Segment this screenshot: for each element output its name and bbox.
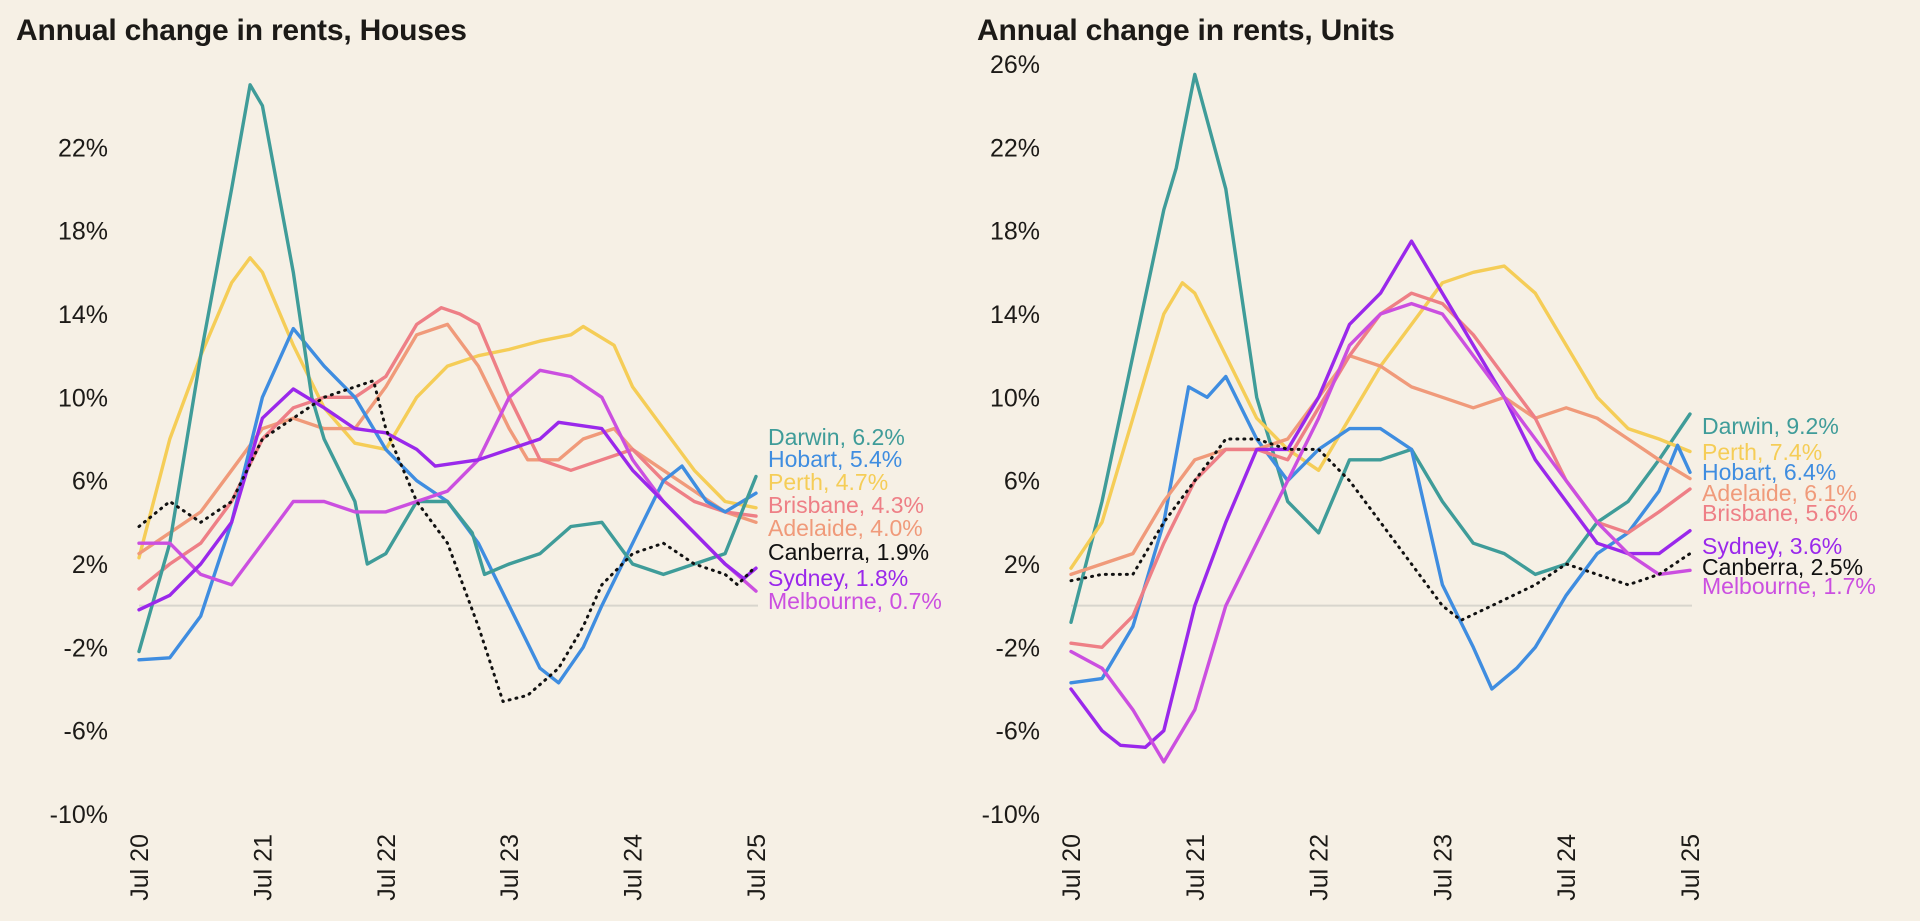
units-x-tick-label: Jul 20: [1058, 834, 1086, 901]
units-series-canberra: [1069, 437, 1692, 622]
houses-x-tick-label: Jul 20: [126, 834, 154, 901]
units-y-tick-label: 14%: [990, 301, 1040, 329]
houses-x-tick-label: Jul 21: [249, 834, 277, 901]
units-end-label-sydney: Sydney, 3.6%: [1702, 533, 1842, 559]
units-y-tick-label: 2%: [1004, 551, 1040, 579]
houses-end-label-sydney: Sydney, 1.8%: [768, 565, 908, 591]
units-y-tick-label: 10%: [990, 384, 1040, 412]
houses-series-perth: [137, 256, 758, 560]
units-x-tick-label: Jul 22: [1306, 834, 1334, 901]
houses-x-tick-label: Jul 23: [496, 834, 524, 901]
houses-series-melbourne: [137, 368, 758, 593]
units-series-brisbane: [1069, 291, 1692, 649]
units-series-perth: [1069, 264, 1692, 570]
houses-y-tick-label: -2%: [64, 634, 108, 662]
houses-x-tick-label: Jul 22: [373, 834, 401, 901]
units-y-tick-label: -10%: [982, 801, 1040, 829]
units-end-label-darwin: Darwin, 9.2%: [1702, 413, 1839, 439]
houses-end-label-canberra: Canberra, 1.9%: [768, 539, 929, 565]
houses-end-label-brisbane: Brisbane, 4.3%: [768, 492, 924, 518]
houses-series-brisbane: [137, 306, 758, 591]
units-y-tick-label: 26%: [990, 51, 1040, 79]
units-end-label-hobart: Hobart, 6.4%: [1702, 459, 1836, 485]
houses-y-tick-label: -6%: [64, 718, 108, 746]
units-end-label-perth: Perth, 7.4%: [1702, 439, 1822, 465]
houses-y-tick-label: 10%: [58, 384, 108, 412]
houses-y-tick-label: 2%: [72, 551, 108, 579]
houses-x-tick-label: Jul 25: [743, 834, 771, 901]
units-end-label-brisbane: Brisbane, 5.6%: [1702, 500, 1858, 526]
units-series-adelaide: [1069, 354, 1692, 577]
units-chart: -10% -6% -2% 2% 6% 10% 14% 18% 22% 26% Jul 20 Jul 2…: [982, 51, 1876, 901]
houses-chart-title: Annual change in rents, Houses: [16, 14, 467, 47]
houses-y-tick-label: 6%: [72, 468, 108, 496]
units-y-tick-label: 18%: [990, 218, 1040, 246]
units-x-tick-label: Jul 23: [1429, 834, 1457, 901]
units-series-melbourne: [1069, 301, 1692, 764]
houses-series-hobart: [137, 326, 758, 685]
units-end-label-adelaide: Adelaide, 6.1%: [1702, 480, 1857, 506]
units-x-tick-label: Jul 21: [1182, 834, 1210, 901]
units-end-label-melbourne: Melbourne, 1.7%: [1702, 573, 1876, 599]
units-x-tick-label: Jul 25: [1677, 834, 1705, 901]
houses-y-tick-label: -10%: [50, 801, 108, 829]
houses-y-tick-label: 22%: [58, 134, 108, 162]
houses-end-label-adelaide: Adelaide, 4.0%: [768, 515, 923, 541]
units-y-tick-label: -6%: [996, 718, 1040, 746]
houses-series-adelaide: [137, 322, 758, 556]
houses-end-label-melbourne: Melbourne, 0.7%: [768, 588, 942, 614]
houses-x-tick-label: Jul 24: [620, 834, 648, 901]
units-series-sydney: [1069, 239, 1692, 749]
units-end-label-canberra: Canberra, 2.5%: [1702, 554, 1863, 580]
houses-end-label-darwin: Darwin, 6.2%: [768, 424, 905, 450]
houses-series-canberra: [137, 379, 758, 703]
units-y-tick-label: 22%: [990, 134, 1040, 162]
units-x-tick-label: Jul 24: [1553, 834, 1581, 901]
units-y-tick-label: 6%: [1004, 468, 1040, 496]
units-series-hobart: [1069, 374, 1692, 691]
houses-y-tick-label: 14%: [58, 301, 108, 329]
units-chart-title: Annual change in rents, Units: [977, 14, 1395, 47]
houses-chart: -10% -6% -2% 2% 6% 10% 14% 18% 22% Jul 20 Jul 21 Ju…: [50, 83, 942, 901]
units-series-darwin: [1069, 72, 1692, 624]
houses-end-label-perth: Perth, 4.7%: [768, 469, 888, 495]
houses-y-tick-label: 18%: [58, 218, 108, 246]
units-y-tick-label: -2%: [996, 634, 1040, 662]
houses-end-label-hobart: Hobart, 5.4%: [768, 446, 902, 472]
